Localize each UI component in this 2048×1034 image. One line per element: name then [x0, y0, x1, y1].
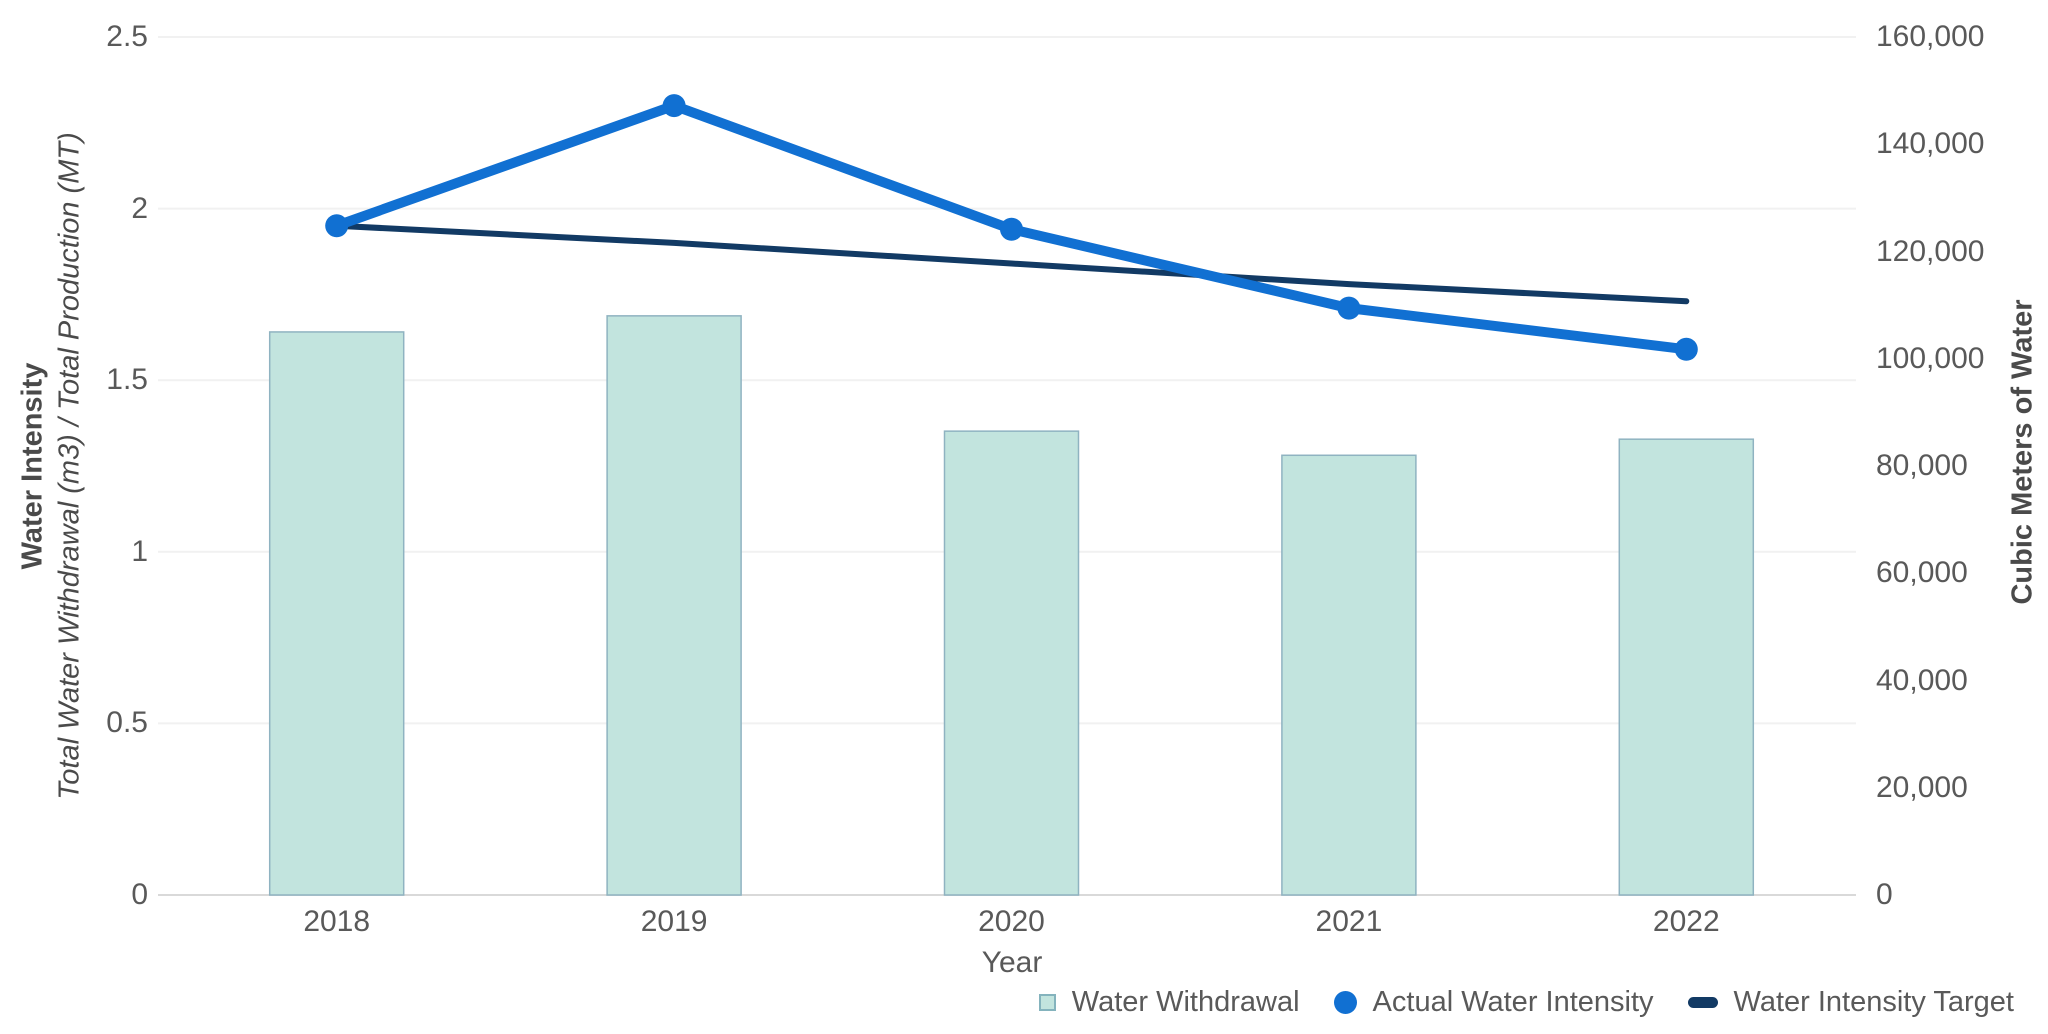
legend-label: Water Withdrawal — [1071, 986, 1300, 1018]
right-tick-120,000: 120,000 — [1876, 234, 1985, 268]
bar-2019 — [606, 315, 742, 896]
left-tick-0.5: 0.5 — [106, 706, 148, 740]
left-tick-2: 2 — [131, 191, 148, 225]
actual-point-2020 — [1000, 217, 1023, 241]
bar-2020 — [943, 430, 1080, 896]
legend-label: Actual Water Intensity — [1372, 986, 1654, 1018]
bar-2022 — [1618, 438, 1755, 896]
legend-item-actual-water-intensity: Actual Water Intensity — [1333, 986, 1654, 1019]
actual-point-2019 — [662, 94, 686, 118]
x-label-2021: 2021 — [1315, 905, 1383, 938]
x-label-2019: 2019 — [640, 905, 708, 938]
actual-point-2018 — [325, 214, 349, 238]
legend-label: Water Intensity Target — [1733, 986, 2014, 1018]
target-line — [333, 222, 1690, 305]
left-tick-1: 1 — [131, 534, 148, 568]
circle-legend-marker-icon — [1333, 991, 1357, 1014]
right-tick-0: 0 — [1876, 878, 1893, 911]
actual-point-2021 — [1337, 296, 1361, 320]
actual-point-2022 — [1674, 337, 1698, 361]
x-label-2022: 2022 — [1652, 905, 1720, 938]
right-tick-100,000: 100,000 — [1876, 341, 1985, 375]
x-axis-title: Year — [981, 946, 1043, 979]
legend: Water Withdrawal Actual Water Intensity Wa… — [1038, 986, 2014, 1019]
right-tick-60,000: 60,000 — [1876, 556, 1968, 590]
legend-item-water-withdrawal: Water Withdrawal — [1038, 986, 1300, 1019]
left-tick-0: 0 — [131, 878, 148, 911]
dash-legend-marker-icon — [1687, 997, 1718, 1008]
x-label-2020: 2020 — [978, 905, 1045, 938]
square-legend-marker-icon — [1038, 994, 1056, 1011]
right-tick-40,000: 40,000 — [1876, 663, 1968, 697]
legend-item-water-intensity-target: Water Intensity Target — [1687, 986, 2014, 1019]
x-label-2018: 2018 — [303, 905, 371, 938]
right-tick-140,000: 140,000 — [1876, 127, 1985, 161]
right-tick-160,000: 160,000 — [1876, 20, 1985, 53]
bar-2018 — [268, 331, 405, 896]
left-tick-2.5: 2.5 — [106, 20, 148, 53]
right-tick-80,000: 80,000 — [1876, 449, 1968, 482]
bar-2021 — [1281, 454, 1417, 896]
left-tick-1.5: 1.5 — [106, 363, 148, 397]
right-tick-20,000: 20,000 — [1876, 770, 1968, 804]
